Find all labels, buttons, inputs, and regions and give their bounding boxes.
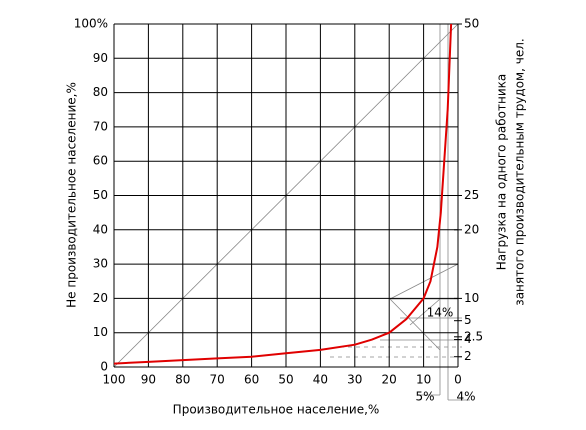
y2-tick-label: 2.5 (464, 329, 483, 343)
y2-tick-label: 4 (464, 332, 472, 346)
x-tick-label: 90 (141, 373, 156, 387)
annotation: 4% (456, 390, 475, 404)
x-tick-label: 80 (175, 373, 190, 387)
y-tick-label: 70 (93, 119, 108, 133)
x-tick-label: 60 (244, 373, 259, 387)
y-tick-label: 50 (93, 188, 108, 202)
x-tick-label: 50 (278, 373, 293, 387)
reference-lines (113, 23, 470, 401)
x-tick-label: 10 (416, 373, 431, 387)
y-tick-label: 0 (100, 360, 108, 374)
x-tick-label: 70 (210, 373, 225, 387)
y2-tick-label: 25 (464, 188, 479, 202)
y-tick-label: 40 (93, 222, 108, 236)
y-tick-label: 80 (93, 85, 108, 99)
y2-tick-label: 2 (464, 349, 472, 363)
y2-tick-label: 10 (464, 291, 479, 305)
x-tick-label: 100 (103, 373, 126, 387)
y-tick-label: 20 (93, 291, 108, 305)
y2-tick-label: 20 (464, 222, 479, 236)
y2-tick-label: 50 (464, 17, 479, 31)
y-tick-label: 60 (93, 154, 108, 168)
line-series (113, 23, 453, 365)
x-tick-label: 20 (382, 373, 397, 387)
y-tick-label: 100% (74, 17, 108, 31)
annotation: 14% (427, 306, 454, 320)
y-tick-label: 30 (93, 257, 108, 271)
x-axis-label: Производительное население,% (173, 403, 380, 417)
x-tick-label: 40 (313, 373, 328, 387)
annotation: 5% (415, 390, 434, 404)
x-tick-label: 30 (347, 373, 362, 387)
y-tick-label: 90 (93, 51, 108, 65)
y2-axis-label: Нагрузка на одного работника (495, 74, 509, 270)
x-tick-label: 0 (454, 373, 462, 387)
y2-axis-label: занятого производительным трудом, чел. (513, 38, 527, 305)
y-axis-label: Не производительное население,% (65, 82, 79, 308)
y-tick-label: 10 (93, 325, 108, 339)
y2-tick-label: 5 (464, 313, 472, 327)
